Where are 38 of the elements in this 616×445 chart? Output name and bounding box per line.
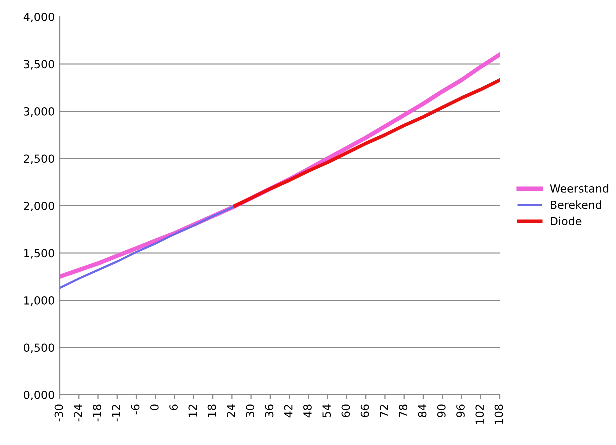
x-tick-label: -18 <box>93 404 102 422</box>
x-tick-label: 18 <box>208 404 216 417</box>
y-tick-label: 2,000 <box>24 202 54 212</box>
y-tick-label: 4,000 <box>24 12 54 23</box>
x-tick-label: 78 <box>399 404 408 418</box>
x-tick-label: 12 <box>188 405 197 417</box>
x-tick-label: 102 <box>476 405 484 424</box>
y-tick-label: 0,000 <box>24 390 54 401</box>
x-tick-label: 96 <box>456 404 465 418</box>
y-tick-label: 2,500 <box>24 154 54 164</box>
y-tick-label: 3,500 <box>24 60 54 70</box>
x-tick-label: -6 <box>131 404 140 415</box>
x-tick-label: 0 <box>150 404 159 410</box>
line-series <box>234 78 500 208</box>
y-tick-label: 1,500 <box>24 249 54 259</box>
x-tick-label: 72 <box>380 405 388 418</box>
legend-label: Berekend <box>551 200 602 210</box>
x-tick-label: 66 <box>360 404 370 418</box>
y-tick-label: 1,000 <box>24 296 54 306</box>
x-tick-label: 48 <box>304 404 312 418</box>
x-tick-label: 108 <box>494 404 504 424</box>
x-tick-label: 90 <box>437 404 446 418</box>
legend-label: Diode <box>551 216 582 226</box>
x-tick-label: 36 <box>265 404 274 418</box>
x-tick-label: 24 <box>226 404 236 418</box>
legend-label: Weerstand <box>550 184 609 193</box>
x-tick-label: 54 <box>322 404 332 418</box>
line-series <box>60 204 236 290</box>
x-tick-label: 6 <box>170 404 178 410</box>
y-tick-label: 0,500 <box>24 344 54 354</box>
x-tick-label: -30 <box>54 404 64 422</box>
x-tick-label: -24 <box>74 404 82 422</box>
y-tick-label: 3,000 <box>24 107 54 118</box>
x-tick-label: 60 <box>342 404 350 418</box>
x-tick-label: 30 <box>246 404 255 418</box>
x-tick-label: 84 <box>418 404 427 418</box>
x-tick-label: 42 <box>284 405 293 418</box>
x-tick-label: -12 <box>112 405 120 422</box>
